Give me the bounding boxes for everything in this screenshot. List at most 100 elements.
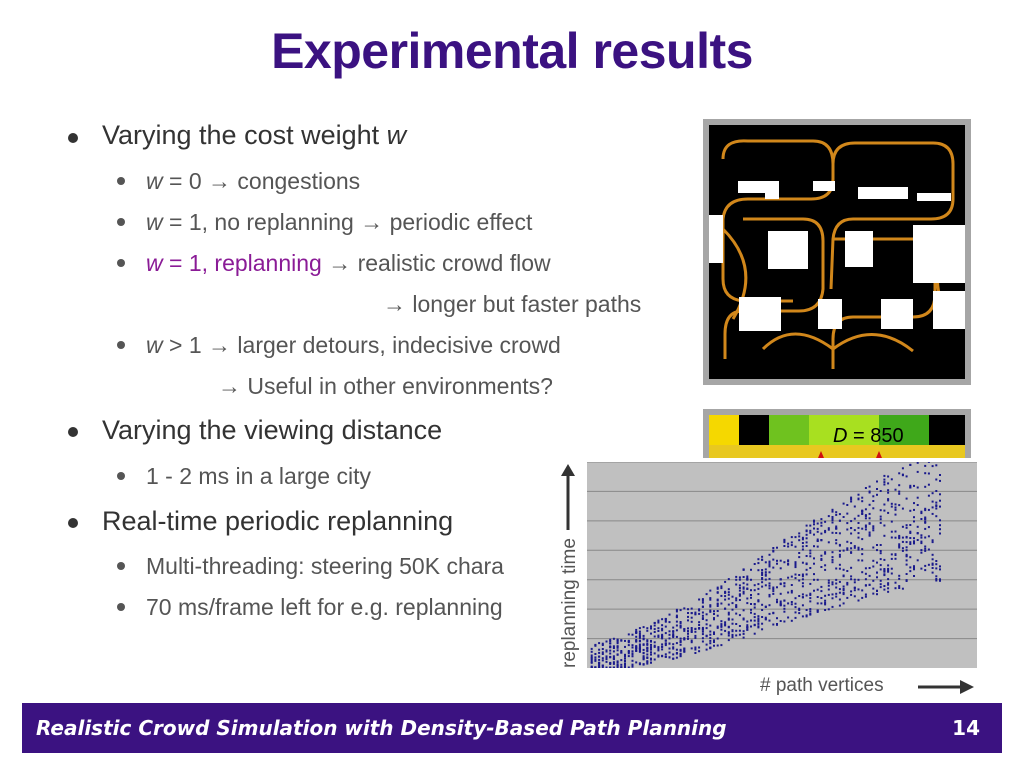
scatter-point: [887, 583, 890, 586]
scatter-point: [824, 564, 827, 567]
scatter-point: [605, 640, 608, 643]
scatter-point: [716, 644, 719, 647]
scatter-point: [746, 624, 749, 627]
scatter-point: [820, 602, 823, 605]
scatter-point: [890, 530, 893, 533]
scatter-point: [764, 578, 767, 581]
scatter-point: [809, 529, 812, 532]
scatter-point: [864, 524, 867, 527]
arrow-icon: →: [208, 332, 232, 358]
scatter-point: [868, 567, 871, 569]
scatter-point: [827, 579, 830, 582]
density-heatmap: D = 850: [703, 409, 971, 465]
scatter-point: [798, 535, 801, 538]
scatter-point: [890, 572, 893, 575]
scatter-point: [720, 625, 723, 628]
scatter-point: [642, 652, 645, 655]
scatter-point: [905, 475, 908, 478]
scatter-point: [590, 659, 593, 661]
scatter-point: [776, 623, 778, 625]
scatter-point: [650, 661, 652, 664]
y-axis-arrow-icon: [561, 464, 575, 530]
scatter-point: [883, 569, 886, 572]
scatter-point: [887, 511, 890, 514]
scatter-point: [687, 619, 689, 622]
scatter-point: [931, 539, 934, 542]
scatter-point: [609, 663, 612, 665]
scatter-point: [857, 493, 860, 496]
scatter-point: [905, 573, 908, 575]
scatter-point: [901, 473, 904, 476]
scatter-point: [694, 648, 697, 651]
scatter-point: [838, 567, 841, 570]
scatter-point: [716, 614, 719, 617]
scatter-point: [620, 666, 623, 669]
scatter-point: [901, 525, 904, 528]
scatter-point: [646, 643, 649, 646]
scatter-point: [931, 567, 934, 569]
scatter-point: [738, 593, 741, 596]
scatter-point: [661, 624, 664, 627]
scatter-point: [605, 650, 608, 653]
scatter-point: [916, 532, 919, 535]
sub-bullet-dot: [117, 603, 125, 611]
scatter-point: [864, 508, 867, 511]
scatter-point: [776, 617, 778, 620]
scatter-point: [601, 653, 604, 655]
scatter-point: [594, 659, 597, 662]
scatter-point: [853, 589, 856, 592]
scatter-point: [590, 661, 593, 664]
scatter-point: [805, 533, 808, 536]
scatter-point: [738, 587, 741, 589]
scatter-point: [831, 521, 834, 524]
scatter-point: [872, 565, 875, 568]
scatter-point: [690, 620, 693, 623]
scatter-point: [798, 579, 801, 582]
scatter-point: [883, 534, 886, 537]
scatter-point: [779, 602, 782, 605]
scatter-point: [801, 604, 804, 607]
density-label: D = 850: [833, 425, 904, 448]
scatter-point: [879, 509, 882, 512]
scatter-point: [801, 578, 804, 581]
scatter-point: [727, 593, 730, 596]
scatter-point: [939, 524, 941, 527]
scatter-point: [853, 595, 856, 598]
scatter-point: [609, 649, 612, 652]
scatter-point: [705, 648, 708, 651]
scatter-point: [894, 513, 897, 516]
scatter-point: [894, 530, 897, 533]
scatter-point: [720, 623, 723, 626]
scatter-point: [768, 563, 771, 566]
scatter-point: [675, 656, 678, 659]
scatter-point: [853, 586, 856, 589]
scatter-point: [939, 474, 941, 476]
scatter-point: [735, 612, 738, 615]
scatter-point: [905, 524, 908, 527]
scatter-point: [887, 582, 890, 585]
scatter-point: [761, 622, 764, 625]
scatter-point: [742, 592, 745, 595]
scatter-point: [820, 590, 823, 593]
scatter-point: [679, 649, 682, 652]
scatter-point: [838, 588, 841, 591]
scatter-point: [705, 643, 708, 646]
scatter-point: [716, 626, 719, 629]
scatter-point: [716, 637, 719, 640]
scatter-point: [879, 544, 882, 546]
scatter-point: [901, 547, 904, 550]
scatter-point: [690, 612, 693, 615]
scatter-point: [853, 578, 856, 581]
scatter-point: [805, 545, 808, 547]
scatter-point: [638, 663, 641, 666]
scatter-point: [687, 627, 689, 630]
scatter-point: [761, 569, 764, 571]
scatter-point: [690, 641, 693, 644]
scatter-point: [864, 572, 867, 575]
scatter-point: [809, 592, 812, 595]
scatter-point: [772, 623, 775, 626]
scatter-point: [890, 553, 893, 556]
sub-bullet-w-gt-1: w > 1 → larger detours, indecisive crowd: [146, 332, 561, 359]
scatter-point: [764, 584, 767, 587]
scatter-point: [668, 613, 671, 616]
